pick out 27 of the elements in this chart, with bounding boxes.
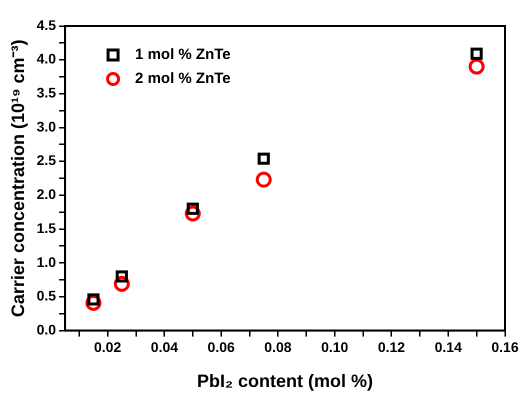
y-tick-label: 4.0: [36, 50, 56, 67]
y-tick-label: 0.5: [36, 288, 56, 304]
y-tick-label: 2.5: [36, 152, 56, 168]
point: [116, 270, 128, 283]
y-tick-label: 3.0: [36, 118, 56, 134]
y-axis-title: Carrier concentration (10¹⁹ cm⁻³): [8, 39, 28, 318]
y-tick-label: 0.0: [36, 321, 56, 338]
point: [256, 172, 272, 188]
x-tick-label: 0.04: [150, 338, 178, 355]
legend-label: 1 mol % ZnTe: [135, 46, 231, 64]
legend-label: 2 mol % ZnTe: [135, 70, 231, 88]
x-tick-label: 0.16: [491, 338, 519, 355]
y-tick-label: 1.5: [36, 220, 56, 236]
y-tick-label: 2.0: [36, 186, 56, 202]
y-tick-label: 1.0: [36, 254, 56, 270]
point: [468, 58, 485, 75]
y-tick-label: 3.5: [36, 84, 56, 101]
x-tick-label: 0.14: [434, 338, 462, 355]
x-tick-label: 0.10: [321, 338, 349, 355]
y-tick-label: 4.5: [36, 16, 56, 33]
x-tick-label: 0.12: [378, 338, 406, 355]
point: [258, 152, 270, 165]
x-tick-label: 0.08: [264, 338, 292, 355]
point: [470, 48, 483, 60]
x-tick-label: 0.06: [208, 338, 236, 355]
x-tick-label: 0.02: [94, 338, 122, 355]
x-axis-title: PbI₂ content (mol %): [197, 371, 374, 392]
